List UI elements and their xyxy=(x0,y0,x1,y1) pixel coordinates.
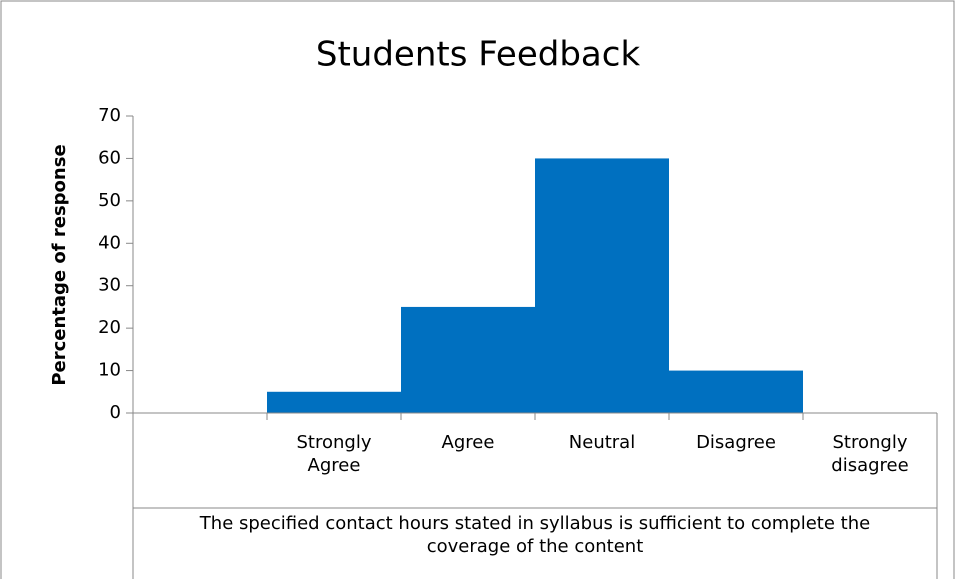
x-tick-label: Agree xyxy=(441,432,495,453)
x-tick-label: Strongly Agree xyxy=(296,432,372,476)
y-axis-label: Percentage of response xyxy=(49,144,70,385)
bar xyxy=(267,391,401,413)
bar xyxy=(401,306,535,413)
y-tick-label: 0 xyxy=(110,402,121,423)
chart-title: Students Feedback xyxy=(316,35,641,75)
bar xyxy=(669,370,803,413)
bar xyxy=(535,158,669,413)
x-tick-label: Strongly disagree xyxy=(831,432,909,476)
x-axis-label: The specified contact hours stated in sy… xyxy=(199,513,871,557)
x-tick-label: Neutral xyxy=(568,432,636,453)
y-tick-label: 30 xyxy=(98,275,121,296)
y-tick-label: 50 xyxy=(98,190,121,211)
x-tick-label: Disagree xyxy=(696,432,776,453)
y-tick-label: 40 xyxy=(98,232,121,253)
y-tick-label: 10 xyxy=(98,360,121,381)
y-tick-label: 20 xyxy=(98,317,121,338)
y-tick-label: 60 xyxy=(98,147,121,168)
y-tick-label: 70 xyxy=(98,105,121,126)
